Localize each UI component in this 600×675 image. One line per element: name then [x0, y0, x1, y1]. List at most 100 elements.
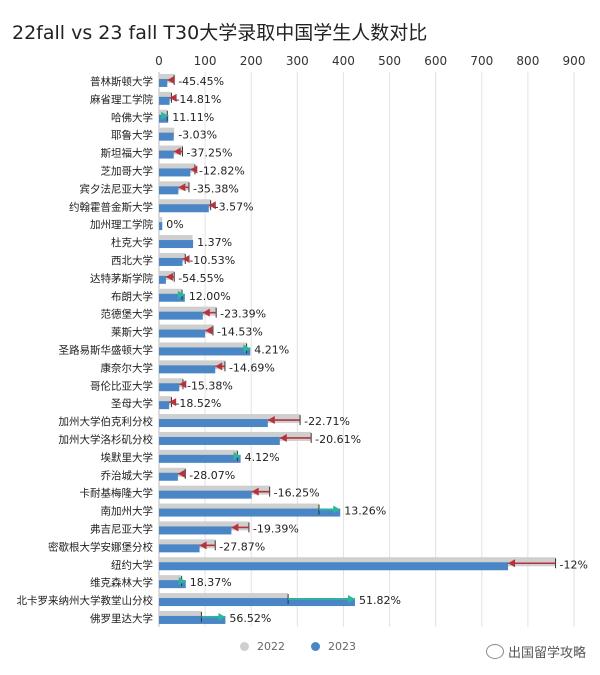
bar-2022 [159, 378, 183, 388]
bar-2022 [159, 342, 247, 352]
change-label: 12.00% [189, 290, 231, 303]
change-arrow-head [182, 254, 190, 263]
bar-2022 [159, 360, 225, 370]
category-label: 康奈尔大学 [101, 361, 154, 374]
change-label: -10.53% [189, 254, 235, 267]
x-tick-label: 400 [332, 54, 355, 68]
category-label: 卡耐基梅隆大学 [80, 487, 154, 500]
change-arrow-head [178, 183, 186, 192]
category-label: 埃默里大学 [101, 451, 154, 464]
category-label: 麻省理工学院 [90, 93, 153, 106]
bar-2023 [159, 490, 252, 499]
category-label: 纽约大学 [111, 558, 153, 571]
bar-2023 [159, 562, 509, 571]
category-label: 密歇根大学安娜堡分校 [48, 540, 153, 553]
change-label: -3.57% [215, 200, 254, 213]
change-label: -23.39% [220, 308, 266, 321]
change-label: -20.61% [315, 433, 361, 446]
change-label: -22.71% [304, 415, 350, 428]
bar-2022 [159, 288, 183, 298]
legend-label-2023: 2023 [328, 640, 356, 653]
bar-2022 [159, 503, 320, 513]
change-arrow-head [243, 344, 251, 353]
change-label: -3.03% [178, 129, 217, 142]
bar-2023 [159, 293, 185, 302]
category-label: 圣母大学 [111, 397, 153, 410]
category-label: 斯坦福大学 [101, 147, 154, 160]
change-arrow-head [169, 398, 177, 407]
wechat-icon [485, 644, 504, 659]
change-arrow-head [208, 201, 216, 210]
category-label: 圣路易斯华盛顿大学 [59, 343, 154, 356]
bar-2023 [159, 96, 170, 105]
change-label: -27.87% [219, 540, 265, 553]
category-label: 南加州大学 [101, 505, 154, 518]
legend-swatch-2022 [240, 642, 249, 651]
bar-2023 [159, 222, 163, 231]
change-arrow-head [169, 93, 177, 102]
change-arrow-head [279, 433, 287, 442]
change-label: -14.81% [175, 93, 221, 106]
category-label: 维克森林大学 [90, 576, 153, 589]
category-label: 普林斯顿大学 [90, 75, 153, 88]
bar-2023 [159, 114, 169, 123]
legend-label-2022: 2022 [257, 640, 285, 653]
legend: 2022 2023 [240, 640, 356, 653]
change-arrow-head [177, 290, 185, 299]
bar-2022 [159, 396, 172, 406]
bar-2022 [159, 109, 168, 119]
category-label: 达特茅斯学院 [90, 272, 153, 285]
bar-2022 [159, 539, 216, 549]
bar-2022 [159, 485, 270, 495]
category-label: 哈佛大学 [111, 111, 153, 124]
change-arrow-head [231, 523, 239, 532]
bar-2022 [159, 163, 195, 173]
bar-2022 [159, 324, 213, 334]
category-label: 哥伦比亚大学 [90, 379, 153, 392]
bar-2023 [159, 311, 203, 320]
category-label: 乔治城大学 [101, 469, 154, 482]
change-label: -14.69% [229, 361, 275, 374]
bar-2023 [159, 526, 232, 535]
category-label: 弗吉尼亚大学 [90, 522, 153, 535]
change-label: -45.45% [178, 75, 224, 88]
bar-2022 [159, 593, 289, 603]
bar-2023 [159, 168, 191, 177]
change-label: -37.25% [187, 147, 233, 160]
category-label: 耶鲁大学 [111, 129, 153, 142]
category-label: 佛罗里达大学 [90, 612, 153, 625]
bar-2022 [159, 449, 238, 459]
bar-2023 [159, 401, 170, 410]
bar-2022 [159, 127, 175, 137]
bar-2022 [159, 73, 175, 83]
change-arrow-head [177, 469, 185, 478]
change-arrow-head [333, 505, 341, 514]
change-label: 13.26% [344, 505, 386, 518]
category-label: 西北大学 [111, 254, 153, 267]
bar-2023 [159, 186, 179, 195]
change-arrow-head [205, 326, 213, 335]
x-tick-label: 100 [194, 54, 217, 68]
change-arrow-head [179, 380, 187, 389]
bar-2022 [159, 521, 249, 531]
watermark: 出国留学攻略 [485, 642, 586, 661]
x-tick-label: 800 [516, 54, 539, 68]
legend-swatch-2023 [311, 642, 320, 651]
watermark-text: 出国留学攻略 [507, 646, 586, 661]
change-arrow-head [173, 147, 181, 156]
change-arrow-head [267, 416, 275, 425]
bar-2022 [159, 414, 301, 424]
x-tick-label: 900 [563, 54, 586, 68]
change-label: 11.11% [172, 111, 214, 124]
category-label: 范德堡大学 [101, 308, 154, 321]
bar-2023 [159, 132, 174, 141]
change-label: -19.39% [253, 522, 299, 535]
change-label: 56.52% [229, 612, 271, 625]
change-label: -16.25% [274, 487, 320, 500]
change-label: -18.52% [175, 397, 221, 410]
bar-2023 [159, 150, 174, 159]
change-label: -12% [560, 558, 588, 571]
change-arrow-head [251, 487, 259, 496]
change-label: -28.07% [189, 469, 235, 482]
change-label: 0% [166, 218, 183, 231]
